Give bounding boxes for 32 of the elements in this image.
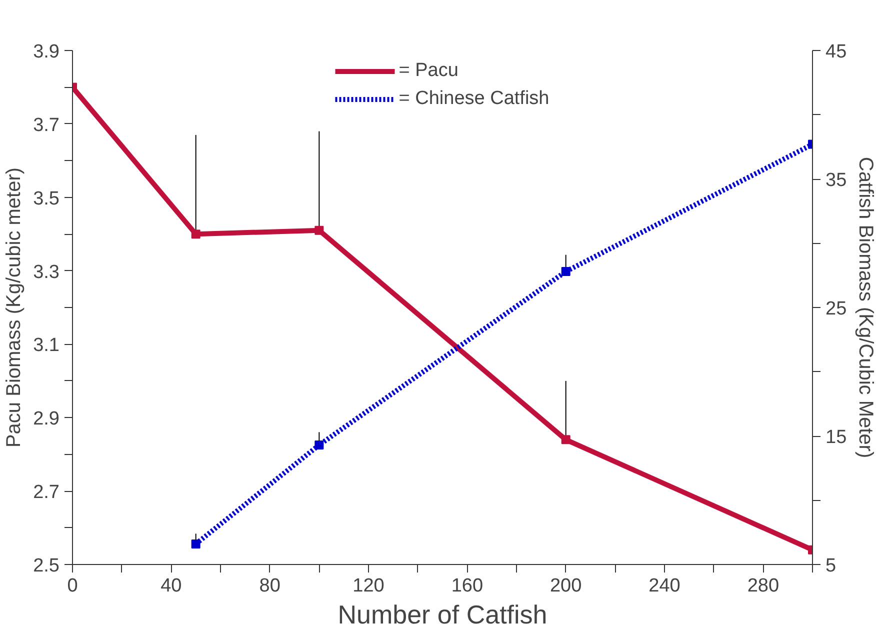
y-tick-label: 3.1 — [33, 335, 60, 356]
x-tick-label: 0 — [67, 576, 78, 596]
y2-axis-title: Catfish Biomass (Kg/Cubic Meter) — [854, 156, 877, 458]
x-tick-label: 120 — [352, 576, 384, 596]
y-tick-label: 2.7 — [33, 482, 60, 504]
point — [561, 435, 570, 444]
x-tick-label: 80 — [259, 576, 280, 596]
y2-tick-label: 35 — [826, 170, 847, 191]
point — [314, 226, 324, 235]
y-tick-label: 3.5 — [33, 188, 60, 210]
y-tick-label: 3.9 — [33, 42, 60, 62]
y2-tick-label: 45 — [826, 42, 847, 62]
x-tick-label: 200 — [550, 576, 582, 596]
point — [191, 539, 200, 548]
y-axis-title: Pacu Biomass (Kg/cubic meter) — [3, 167, 26, 448]
point — [191, 230, 200, 239]
x-tick-label: 160 — [451, 576, 484, 596]
x-tick-label: 240 — [648, 576, 680, 596]
point — [314, 440, 324, 450]
legend-label: = Pacu — [398, 60, 458, 82]
y-tick-label: 2.5 — [33, 556, 60, 576]
legend-label: = Chinese Catfish — [398, 88, 550, 110]
y2-tick-label: 15 — [826, 427, 847, 448]
x-tick-label: 40 — [160, 576, 182, 596]
x-tick-label: 280 — [747, 576, 780, 596]
x-axis-title: Number of Catfish — [338, 600, 548, 630]
y2-tick-label: 5 — [826, 556, 836, 576]
y-tick-label: 3.3 — [33, 262, 60, 283]
y-tick-label: 2.9 — [33, 408, 60, 430]
point — [561, 267, 570, 276]
y-tick-label: 3.7 — [33, 114, 60, 136]
y2-tick-label: 25 — [826, 298, 847, 320]
